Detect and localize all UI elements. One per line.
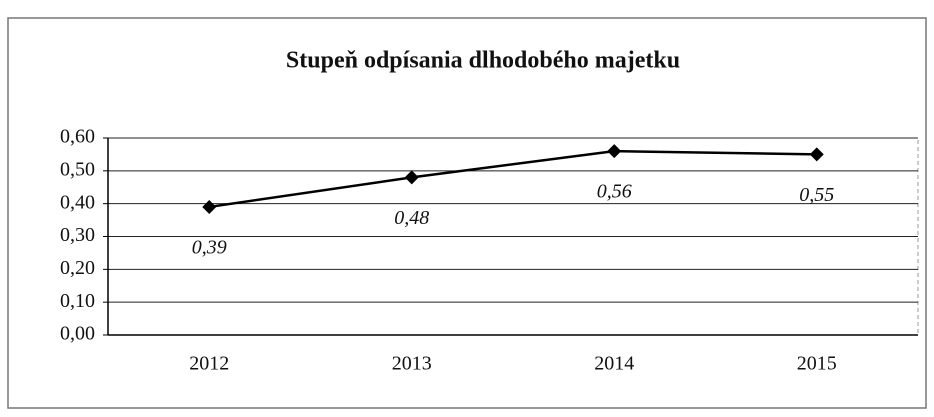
y-tick-label: 0,60 (60, 126, 95, 148)
x-tick-label: 2012 (189, 353, 229, 375)
y-tick-label: 0,10 (60, 290, 95, 312)
y-tick-label: 0,30 (60, 224, 95, 246)
y-tick-label: 0,20 (60, 257, 95, 279)
y-tick-label: 0,00 (60, 323, 95, 345)
x-tick-label: 2014 (594, 353, 634, 375)
data-label: 0,55 (799, 184, 834, 206)
x-tick-label: 2013 (392, 353, 432, 375)
marker (809, 147, 824, 162)
chart-title: Stupeň odpísania dlhodobého majetku (286, 48, 680, 74)
y-tick-label: 0,40 (60, 191, 95, 213)
marker (607, 144, 622, 159)
line (209, 149, 817, 209)
data-label: 0,39 (192, 237, 227, 259)
chart-border (7, 17, 927, 409)
data-label: 0,56 (597, 181, 632, 203)
data-label: 0,48 (394, 207, 429, 229)
marker (202, 199, 217, 214)
x-tick-label: 2015 (797, 353, 837, 375)
marker (404, 170, 419, 185)
y-tick-label: 0,50 (60, 158, 95, 180)
